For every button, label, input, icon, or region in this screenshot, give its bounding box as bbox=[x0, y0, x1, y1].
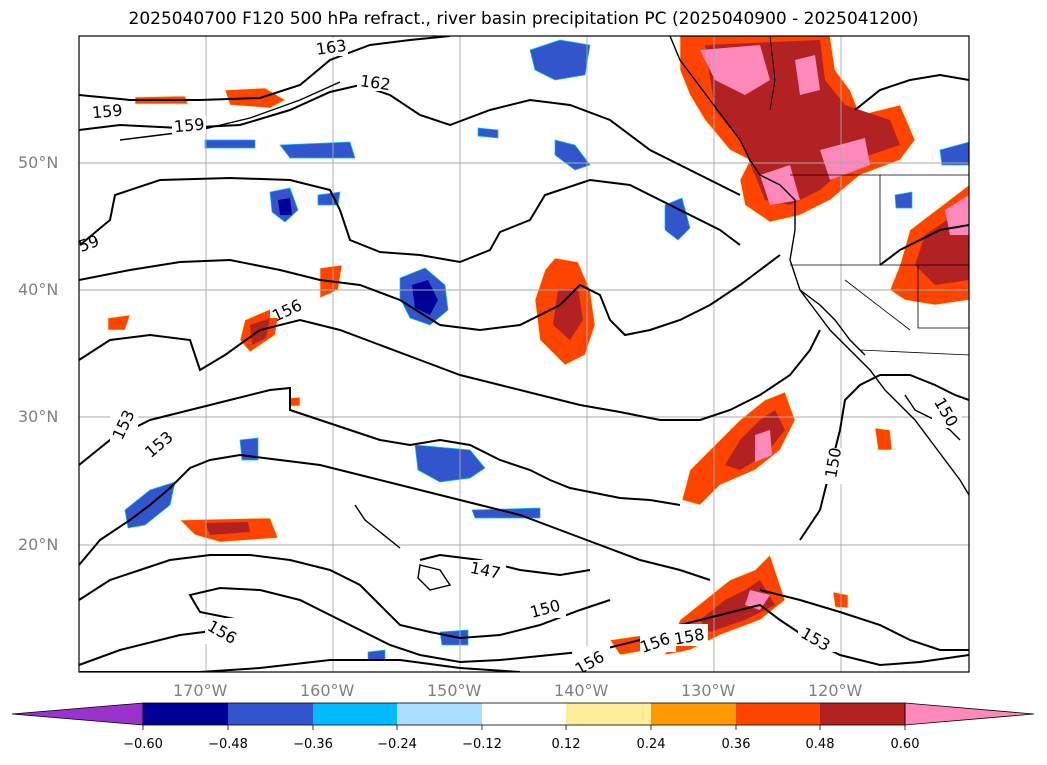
precipitation-shading bbox=[107, 36, 969, 661]
lon-label: 140°W bbox=[554, 681, 609, 700]
political-borders bbox=[769, 36, 969, 356]
colorbar-segment bbox=[143, 703, 228, 725]
contour-label-halos bbox=[90, 38, 962, 672]
lon-label: 170°W bbox=[173, 681, 228, 700]
contour-label: 59 bbox=[76, 231, 102, 256]
colorbar-segment bbox=[651, 703, 736, 725]
graticule bbox=[79, 36, 969, 672]
contour-label: 159 bbox=[173, 115, 205, 137]
colorbar-tick-label: 0.24 bbox=[636, 737, 666, 752]
colorbar-segment bbox=[736, 703, 820, 725]
colorbar-tick-label: −0.48 bbox=[208, 737, 248, 752]
colorbar-tick-label: −0.24 bbox=[377, 737, 417, 752]
map-frame bbox=[78, 35, 970, 673]
lon-label: 150°W bbox=[427, 681, 482, 700]
map-title: 2025040700 F120 500 hPa refract., river … bbox=[128, 9, 919, 29]
lon-label: 120°W bbox=[808, 681, 863, 700]
contour-label: 162 bbox=[359, 71, 392, 94]
colorbar-tick-label: 0.36 bbox=[721, 737, 751, 752]
lat-label: 40°N bbox=[18, 280, 59, 299]
colorbar-segment bbox=[397, 703, 482, 725]
colorbar-extend-high bbox=[904, 702, 1035, 726]
colorbar-extend-low bbox=[11, 702, 144, 726]
colorbar-segment bbox=[228, 703, 313, 725]
colorbar-tick-label: −0.12 bbox=[462, 737, 502, 752]
colorbar-tick-label: 0.48 bbox=[805, 737, 835, 752]
contour-label: 159 bbox=[91, 101, 123, 123]
colorbar-tick-label: −0.36 bbox=[293, 737, 333, 752]
map-plot-area: 163 162 159 159 59 156 153 153 150 150 1… bbox=[76, 36, 969, 672]
colorbar-tick-label: 0.60 bbox=[890, 737, 920, 752]
lat-label: 50°N bbox=[18, 153, 59, 172]
colorbar-segment bbox=[820, 703, 905, 725]
lat-label: 20°N bbox=[18, 535, 59, 554]
colorbar-tick-label: −0.60 bbox=[123, 737, 163, 752]
lon-label: 130°W bbox=[681, 681, 736, 700]
colorbar-tick-label: 0.12 bbox=[551, 737, 581, 752]
coastlines bbox=[119, 36, 969, 591]
colorbar-segment bbox=[566, 703, 651, 725]
colorbar bbox=[11, 702, 1035, 730]
colorbar-segment bbox=[313, 703, 397, 725]
lon-label: 160°W bbox=[300, 681, 355, 700]
colorbar-segment bbox=[482, 703, 566, 725]
contour-label: 163 bbox=[315, 36, 348, 59]
lat-label: 30°N bbox=[18, 407, 59, 426]
